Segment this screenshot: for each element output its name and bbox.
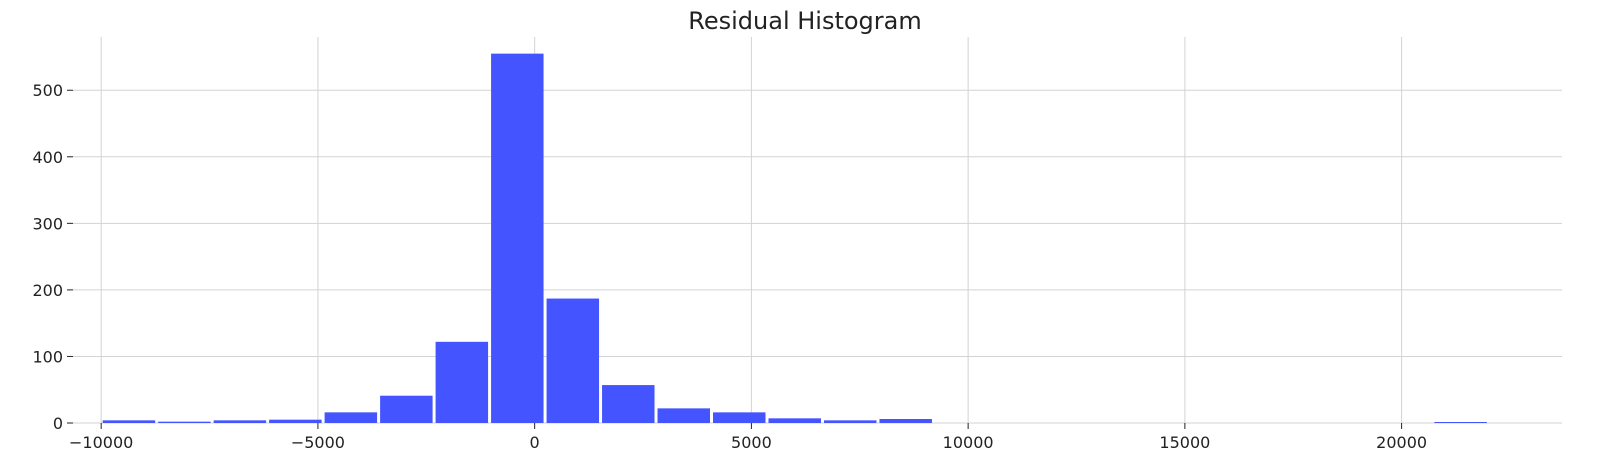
y-tick-label: 400 — [32, 148, 63, 167]
chart-title: Residual Histogram — [688, 7, 921, 35]
histogram-bar — [823, 420, 877, 423]
histogram-bar — [213, 420, 267, 423]
histogram-bar — [657, 408, 711, 423]
y-tick-label: 300 — [32, 214, 63, 233]
y-tick-label: 0 — [53, 414, 63, 433]
histogram-bar — [768, 418, 821, 423]
histogram-bar — [491, 53, 544, 423]
y-tick-label: 500 — [32, 81, 63, 100]
histogram-bar — [380, 395, 433, 423]
histogram-bar — [602, 385, 655, 423]
histogram-bar — [435, 341, 489, 423]
histogram-bar — [324, 412, 378, 423]
histogram-bar — [879, 419, 932, 423]
histogram-bar — [546, 298, 600, 423]
histogram-bar — [713, 412, 766, 423]
x-tick-label: −10000 — [69, 433, 133, 452]
histogram-bar — [158, 421, 211, 423]
histogram-bar — [102, 420, 156, 423]
x-tick-label: 20000 — [1376, 433, 1427, 452]
y-tick-label: 100 — [32, 347, 63, 366]
x-tick-label: −5000 — [291, 433, 345, 452]
grid — [73, 37, 1562, 424]
x-tick-label: 15000 — [1159, 433, 1210, 452]
histogram-bar — [1434, 422, 1487, 423]
x-tick-label: 10000 — [943, 433, 994, 452]
x-tick-label: 5000 — [731, 433, 772, 452]
x-tick-label: 0 — [530, 433, 540, 452]
bars — [102, 53, 1487, 423]
histogram-bar — [269, 419, 322, 423]
y-tick-label: 200 — [32, 281, 63, 300]
axes: 0 100 200 300 400 500 −10000 −5000 0 5000 10000 150… — [32, 81, 1427, 452]
